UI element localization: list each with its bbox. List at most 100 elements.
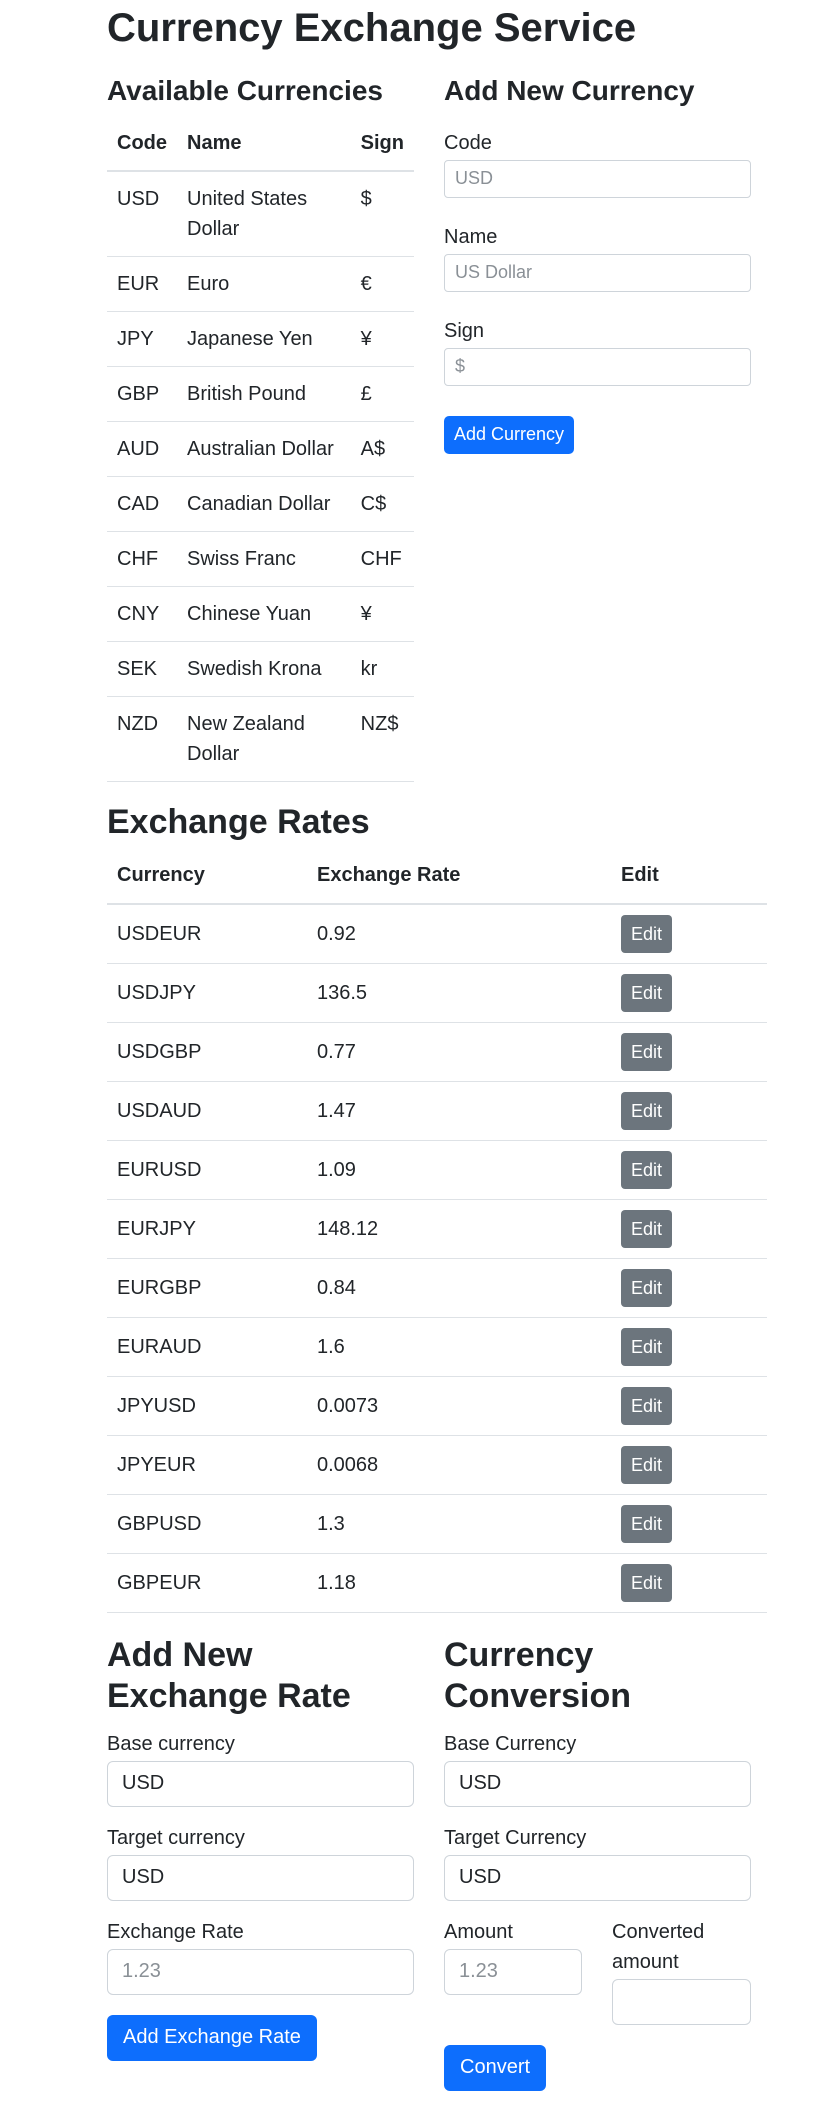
table-row: SEK Swedish Krona kr: [107, 641, 414, 697]
table-row: GBPEUR 1.18 Edit: [107, 1553, 767, 1614]
table-row: JPY Japanese Yen ¥: [107, 311, 414, 367]
table-row: CNY Chinese Yuan ¥: [107, 586, 414, 642]
code-label: Code: [444, 131, 492, 154]
exchange-rates-section: Exchange Rates Currency Exchange Rate Ed…: [107, 802, 767, 1614]
table-row: JPYUSD 0.0073 Edit: [107, 1376, 767, 1437]
currency-sign: CHF: [350, 531, 414, 587]
table-row: EUR Euro €: [107, 256, 414, 312]
currency-name: Canadian Dollar: [177, 476, 351, 532]
target-currency-label: Target currency: [107, 1826, 245, 1849]
currency-code: GBP: [107, 366, 177, 422]
edit-button[interactable]: Edit: [621, 1328, 673, 1367]
target-currency-input[interactable]: [107, 1854, 414, 1901]
edit-button[interactable]: Edit: [621, 1387, 673, 1426]
conversion-base-input[interactable]: [444, 1760, 751, 1807]
main-container: Currency Exchange Service Available Curr…: [107, 0, 767, 2091]
currency-pair: USDGBP: [107, 1022, 307, 1083]
exchange-rate-value: 1.3: [307, 1494, 611, 1555]
add-exchange-rate-button[interactable]: Add Exchange Rate: [107, 2014, 317, 2061]
column-header-edit: Edit: [611, 846, 767, 906]
add-exchange-rate-section: Add New Exchange Rate Base currency Targ…: [107, 1635, 414, 2091]
edit-cell: Edit: [611, 1081, 767, 1142]
currency-pair: EURJPY: [107, 1199, 307, 1260]
base-currency-label: Base currency: [107, 1732, 235, 1755]
add-currency-button[interactable]: Add Currency: [444, 415, 575, 454]
column-header-currency: Currency: [107, 846, 307, 906]
currency-pair: EURUSD: [107, 1140, 307, 1201]
table-row: USDEUR 0.92 Edit: [107, 904, 767, 965]
column-header-name: Name: [177, 115, 351, 172]
currency-sign: £: [350, 366, 414, 422]
exchange-rate-value: 0.77: [307, 1022, 611, 1083]
exchange-rate-value: 0.0068: [307, 1435, 611, 1496]
converted-amount-output: [612, 1978, 751, 2025]
currency-code: NZD: [107, 696, 177, 782]
code-input[interactable]: [444, 159, 751, 198]
edit-button[interactable]: Edit: [621, 1092, 673, 1131]
conversion-target-label: Target Currency: [444, 1826, 587, 1849]
edit-cell: Edit: [611, 963, 767, 1024]
exchange-rates-table: Currency Exchange Rate Edit USDEUR 0.92 Ed…: [107, 846, 767, 1614]
table-row: EURAUD 1.6 Edit: [107, 1317, 767, 1378]
table-row: EURGBP 0.84 Edit: [107, 1258, 767, 1319]
edit-button[interactable]: Edit: [621, 1564, 673, 1603]
edit-cell: Edit: [611, 1494, 767, 1555]
edit-cell: Edit: [611, 1022, 767, 1083]
edit-button[interactable]: Edit: [621, 1505, 673, 1544]
edit-cell: Edit: [611, 1317, 767, 1378]
exchange-rate-input[interactable]: [107, 1948, 414, 1995]
add-currency-heading: Add New Currency: [444, 75, 695, 106]
edit-cell: Edit: [611, 1140, 767, 1201]
table-row: USD United States Dollar $: [107, 170, 414, 257]
currency-code: USD: [107, 170, 177, 257]
currency-sign: $: [350, 170, 414, 257]
currency-sign: ¥: [350, 311, 414, 367]
conversion-target-input[interactable]: [444, 1854, 751, 1901]
edit-button[interactable]: Edit: [621, 1033, 673, 1072]
currency-pair: JPYEUR: [107, 1435, 307, 1496]
add-currency-section: Add New Currency Code Name Sign Add Curr…: [444, 74, 751, 782]
currency-conversion-heading: Currency Conversion: [444, 1636, 632, 1716]
currency-pair: USDJPY: [107, 963, 307, 1024]
edit-button[interactable]: Edit: [621, 974, 673, 1013]
table-row: GBPUSD 1.3 Edit: [107, 1494, 767, 1555]
conversion-base-label: Base Currency: [444, 1732, 577, 1755]
base-currency-input[interactable]: [107, 1760, 414, 1807]
edit-cell: Edit: [611, 1258, 767, 1319]
currency-code: AUD: [107, 421, 177, 477]
table-row: USDGBP 0.77 Edit: [107, 1022, 767, 1083]
currency-code: SEK: [107, 641, 177, 697]
name-label: Name: [444, 225, 498, 248]
edit-button[interactable]: Edit: [621, 915, 673, 954]
exchange-rate-value: 1.09: [307, 1140, 611, 1201]
table-row: USDJPY 136.5 Edit: [107, 963, 767, 1024]
currency-pair: GBPEUR: [107, 1553, 307, 1614]
table-row: EURUSD 1.09 Edit: [107, 1140, 767, 1201]
currency-code: EUR: [107, 256, 177, 312]
currency-sign: ¥: [350, 586, 414, 642]
edit-button[interactable]: Edit: [621, 1269, 673, 1308]
add-exchange-rate-heading: Add New Exchange Rate: [107, 1636, 351, 1716]
amount-input[interactable]: [444, 1948, 582, 1995]
edit-cell: Edit: [611, 1435, 767, 1496]
currency-code: CHF: [107, 531, 177, 587]
edit-button[interactable]: Edit: [621, 1151, 673, 1190]
convert-button[interactable]: Convert: [444, 2044, 547, 2091]
available-currencies-heading: Available Currencies: [107, 75, 383, 106]
exchange-rate-value: 0.84: [307, 1258, 611, 1319]
table-row: CAD Canadian Dollar C$: [107, 476, 414, 532]
currency-code: JPY: [107, 311, 177, 367]
edit-button[interactable]: Edit: [621, 1446, 673, 1485]
currency-pair: USDAUD: [107, 1081, 307, 1142]
currency-pair: EURGBP: [107, 1258, 307, 1319]
currency-sign: kr: [350, 641, 414, 697]
currency-sign: A$: [350, 421, 414, 477]
edit-button[interactable]: Edit: [621, 1210, 673, 1249]
exchange-rate-label: Exchange Rate: [107, 1920, 244, 1943]
exchange-rate-value: 148.12: [307, 1199, 611, 1260]
edit-cell: Edit: [611, 1376, 767, 1437]
sign-input[interactable]: [444, 347, 751, 386]
table-row: CHF Swiss Franc CHF: [107, 531, 414, 587]
name-input[interactable]: [444, 253, 751, 292]
table-row: JPYEUR 0.0068 Edit: [107, 1435, 767, 1496]
